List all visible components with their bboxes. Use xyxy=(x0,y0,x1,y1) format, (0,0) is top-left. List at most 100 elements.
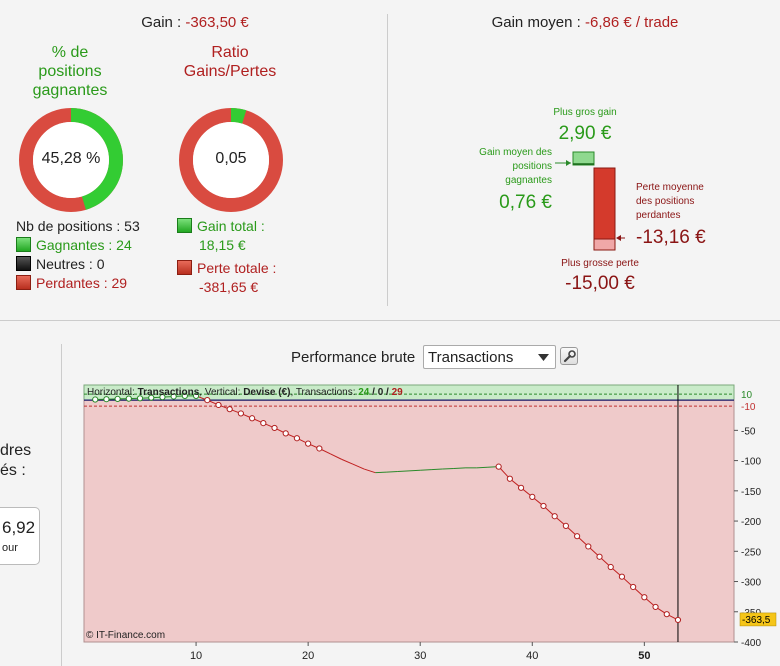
data-point xyxy=(181,392,188,399)
x-tick-label: 10 xyxy=(190,650,202,662)
y-tick-label: -50 xyxy=(741,426,756,437)
data-point xyxy=(92,396,99,403)
series-segment xyxy=(386,470,398,473)
series-segment xyxy=(408,469,421,472)
data-point xyxy=(114,395,121,403)
series-segment xyxy=(375,471,387,474)
winning-positions-donut xyxy=(19,108,123,212)
best-gain-value: 2,90 € xyxy=(558,123,612,144)
avg-win-value: 0,76 € xyxy=(499,192,552,213)
left-panel-value: 6,92 xyxy=(2,518,36,537)
avg-gain-summary: Gain moyen : -6,86 € / trade xyxy=(390,14,780,31)
data-point xyxy=(630,583,637,591)
performance-chart[interactable]: 10-10 -50-100-150-200-250-300-350-400 10… xyxy=(80,383,780,666)
donut-win-arc xyxy=(179,108,283,212)
left-panel-text-1: dres xyxy=(0,442,32,459)
x-tick-label: 40 xyxy=(526,650,538,662)
data-point xyxy=(136,395,144,402)
data-point xyxy=(618,573,626,580)
worst-loss-value: -15,00 € xyxy=(565,273,635,294)
y-tick-label: -150 xyxy=(741,487,761,498)
arrow-left-icon xyxy=(616,235,621,241)
info-horizontal: Transactions xyxy=(138,387,200,398)
trade-range-graphic xyxy=(555,151,625,251)
wrench-icon xyxy=(563,350,576,363)
loss-total-value: -381,65 € xyxy=(199,279,259,295)
svg-text:-363,5: -363,5 xyxy=(742,615,771,626)
losers-legend-row: Perdantes : 29 xyxy=(16,274,140,293)
data-point xyxy=(260,419,267,427)
data-point xyxy=(652,603,659,611)
avg-gain-label: Gain moyen : xyxy=(491,14,585,31)
series-segment xyxy=(442,467,454,470)
info-mid: , Vertical: xyxy=(199,387,243,398)
data-point xyxy=(170,393,177,400)
chart-copyright: © IT-Finance.com xyxy=(86,630,165,641)
data-point xyxy=(663,611,670,618)
green-square-icon xyxy=(16,237,31,252)
info-loss: 29 xyxy=(392,387,404,398)
data-point xyxy=(125,395,132,402)
red-square-icon xyxy=(177,260,192,275)
settings-button[interactable] xyxy=(560,347,578,365)
gain-total-label: Gain total : xyxy=(197,218,265,234)
series-segment xyxy=(431,468,443,471)
data-point xyxy=(517,484,525,491)
donut-hole xyxy=(193,122,269,198)
chevron-down-icon xyxy=(538,354,549,361)
ref-line-label: 10 xyxy=(741,390,753,401)
neutral-count: Neutres : 0 xyxy=(36,256,105,272)
data-point xyxy=(316,445,323,452)
last-value-badge: -363,5 xyxy=(739,612,777,627)
info-win: 24 xyxy=(358,387,370,398)
gain-value: -363,50 € xyxy=(185,14,249,31)
mode-select[interactable]: Transactions xyxy=(423,345,556,369)
data-point xyxy=(215,401,222,409)
best-gain-label: Plus gros gain xyxy=(553,107,617,118)
section-divider xyxy=(0,320,780,321)
left-panel-divider xyxy=(61,344,62,666)
mode-select-value: Transactions xyxy=(428,349,514,366)
donut-win-arc xyxy=(19,108,123,212)
series-segment xyxy=(364,468,376,474)
series-segment xyxy=(352,463,365,470)
series-segment xyxy=(330,453,342,460)
green-square-icon xyxy=(177,218,192,233)
ratio-value: 0,05 xyxy=(215,150,247,167)
worst-loss-label: Plus grosse perte xyxy=(561,258,639,269)
data-point xyxy=(551,513,558,520)
data-point xyxy=(562,522,569,529)
ref-line-label: -10 xyxy=(741,402,756,413)
data-point xyxy=(585,543,592,550)
left-panel-card: 6,92 our xyxy=(0,507,40,565)
info-vertical: Devise (€) xyxy=(243,387,290,398)
data-point xyxy=(574,533,581,540)
avg-loss-label: Perte moyenne des positions perdantes xyxy=(636,182,704,221)
losers-count: Perdantes : 29 xyxy=(36,275,128,291)
left-panel-text-2: és : xyxy=(0,462,26,479)
black-square-icon xyxy=(16,256,31,271)
loss-range-bar xyxy=(593,167,616,251)
positions-count: Nb de positions : 53 xyxy=(16,218,140,234)
x-tick-label: 20 xyxy=(302,650,314,662)
data-point xyxy=(282,430,289,437)
avg-loss-value: -13,16 € xyxy=(636,227,706,248)
info-tx: , Transactions: xyxy=(290,387,358,398)
data-point xyxy=(674,616,682,624)
ratio-donut xyxy=(179,108,283,212)
avg-gain-value: -6,86 € / trade xyxy=(584,14,679,31)
data-point xyxy=(305,440,312,447)
left-panel: dres és : 6,92 our xyxy=(0,322,60,666)
data-point xyxy=(271,424,278,432)
performance-label: Performance brute xyxy=(291,349,416,366)
data-point xyxy=(192,392,200,399)
winning-positions-percent: 45,28 % xyxy=(41,150,101,167)
gain-total-value: 18,15 € xyxy=(199,237,246,253)
positions-legend: Nb de positions : 53 Gagnantes : 24 Neut… xyxy=(16,217,140,293)
y-tick-label: -400 xyxy=(741,638,761,649)
data-point xyxy=(148,394,155,401)
series-segment xyxy=(453,467,466,469)
y-tick-label: -200 xyxy=(741,517,761,528)
x-tick-label: 30 xyxy=(414,650,426,662)
red-square-icon xyxy=(16,275,31,290)
